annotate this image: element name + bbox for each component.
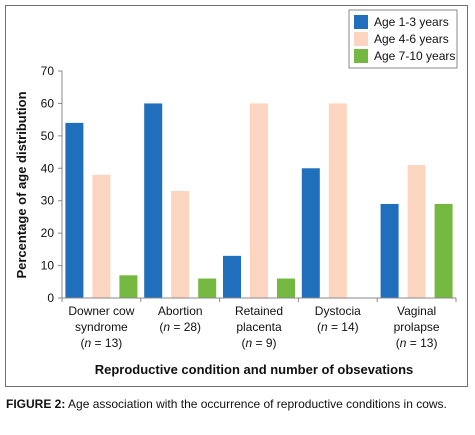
bar-chart: 0 10 20 30 40 50 60 70 Downer cow syndrome (n = 1… — [14, 9, 458, 377]
x-axis-title: Reproductive condition and number of obs… — [95, 362, 414, 377]
y-tick-label: 10 — [41, 259, 55, 273]
legend-swatch — [354, 15, 368, 29]
bar — [380, 203, 399, 298]
legend-swatch — [354, 32, 368, 46]
legend-label: Age 7-10 years — [374, 49, 455, 63]
bar — [434, 203, 453, 298]
y-tick-label: 50 — [41, 129, 55, 143]
legend-swatch — [354, 49, 368, 63]
x-axis: Downer cow syndrome (n = 13) Abortion (n = 2… — [61, 297, 457, 350]
legend-label: Age 4-6 years — [374, 32, 449, 46]
figure-caption: FIGURE 2: Age association with the occur… — [6, 397, 469, 412]
legend: Age 1-3 years Age 4-6 years Age 7-10 years — [348, 9, 458, 69]
bar — [171, 190, 190, 298]
y-tick-label: 20 — [41, 226, 55, 240]
x-category-label: Downer cow syndrome (n = 13) — [68, 304, 134, 350]
bar — [92, 174, 111, 298]
bar — [301, 168, 320, 298]
legend-label: Age 1-3 years — [374, 15, 449, 29]
bar — [407, 165, 426, 298]
bar — [65, 122, 84, 298]
y-tick-label: 30 — [41, 194, 55, 208]
x-category-label: Dystocia (n = 14) — [315, 304, 361, 334]
bar — [144, 103, 163, 298]
y-axis-title: Percentage of age distribution — [14, 91, 29, 278]
bar — [250, 103, 268, 298]
bars — [65, 103, 453, 298]
bar — [277, 278, 295, 298]
x-category-label: Vaginal prolapse (n = 13) — [394, 304, 440, 350]
bar — [119, 275, 138, 298]
y-tick-label: 0 — [47, 291, 54, 305]
caption-label: FIGURE 2: — [6, 397, 66, 411]
bar — [223, 255, 241, 298]
y-axis: 0 10 20 30 40 50 60 70 — [41, 64, 63, 305]
caption-text: Age association with the occurrence of r… — [65, 397, 447, 411]
x-category-label: Retained placenta (n = 9) — [235, 304, 283, 350]
x-category-label: Abortion (n = 28) — [158, 304, 203, 334]
y-tick-label: 60 — [41, 96, 55, 110]
bar — [198, 278, 217, 298]
y-tick-label: 40 — [41, 161, 55, 175]
bar — [328, 103, 347, 298]
y-tick-label: 70 — [41, 64, 55, 78]
